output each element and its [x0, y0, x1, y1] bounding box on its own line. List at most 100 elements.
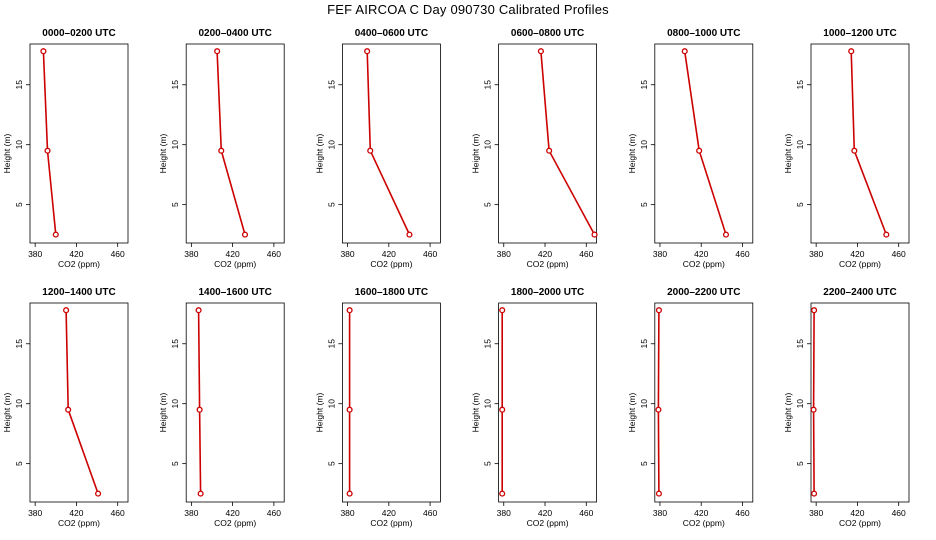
- y-tick-label: 5: [14, 461, 24, 466]
- data-point: [810, 406, 817, 413]
- x-axis-label: CO2 (ppm): [214, 259, 256, 269]
- x-tick-label: 380: [809, 508, 823, 518]
- y-tick-label: 15: [639, 339, 649, 349]
- x-tick-label: 380: [497, 249, 511, 259]
- y-tick-label: 15: [795, 80, 805, 90]
- x-tick-label: 380: [340, 249, 354, 259]
- data-point: [197, 490, 204, 497]
- y-tick-label: 15: [639, 80, 649, 90]
- panel-title: 0600–0800 UTC: [511, 28, 584, 39]
- panel-title: 1200–1400 UTC: [42, 287, 115, 298]
- data-point: [44, 147, 51, 154]
- x-tick-label: 420: [850, 508, 864, 518]
- profile-line: [850, 51, 888, 235]
- profile-line: [540, 51, 596, 235]
- y-tick-label: 5: [483, 202, 493, 207]
- x-axis-label: CO2 (ppm): [370, 518, 412, 528]
- profile-line: [197, 310, 202, 494]
- panel-title: 1800–2000 UTC: [511, 287, 584, 298]
- x-axis-label: CO2 (ppm): [527, 518, 569, 528]
- y-axis-label: Height (m): [783, 134, 793, 174]
- y-axis-label: Height (m): [2, 134, 12, 174]
- y-tick-label: 10: [170, 140, 180, 150]
- y-tick-label: 10: [639, 399, 649, 409]
- data-point: [499, 490, 506, 497]
- y-tick-label: 5: [326, 202, 336, 207]
- x-tick-label: 420: [69, 508, 83, 518]
- data-point: [195, 307, 202, 314]
- x-axis-label: CO2 (ppm): [58, 259, 100, 269]
- panel-3: 0400–0600 UTC 380 420 460 CO2 (ppm) 5 10 15 Heig…: [314, 28, 441, 269]
- data-point: [364, 48, 371, 55]
- data-point: [722, 231, 730, 238]
- y-axis-label: Height (m): [471, 393, 481, 433]
- x-axis-label: CO2 (ppm): [839, 259, 881, 269]
- y-tick-label: 15: [170, 339, 180, 349]
- plot-frame: [29, 43, 129, 244]
- x-tick-label: 460: [111, 249, 125, 259]
- data-point: [95, 490, 102, 497]
- panel-title: 0000–0200 UTC: [42, 28, 115, 39]
- plot-frame: [654, 302, 754, 503]
- y-tick-label: 5: [14, 202, 24, 207]
- profile-line: [657, 310, 660, 494]
- y-axis-label: Height (m): [2, 393, 12, 433]
- y-axis-label: Height (m): [158, 134, 168, 174]
- y-tick-label: 15: [170, 80, 180, 90]
- panel-12: 2200–2400 UTC 380 420 460 CO2 (ppm) 5 10 15 Heig…: [783, 287, 910, 528]
- plot-frame: [185, 43, 285, 244]
- x-axis-label: CO2 (ppm): [58, 518, 100, 528]
- panel-9: 1600–1800 UTC 380 420 460 CO2 (ppm) 5 10 15 Heig…: [314, 287, 441, 528]
- x-tick-label: 460: [892, 508, 906, 518]
- x-tick-label: 460: [892, 249, 906, 259]
- data-point: [196, 406, 203, 413]
- data-point: [214, 48, 221, 55]
- y-tick-label: 10: [170, 399, 180, 409]
- plot-frame: [498, 302, 598, 503]
- x-tick-label: 380: [340, 508, 354, 518]
- panel-title: 2200–2400 UTC: [823, 287, 896, 298]
- y-tick-label: 5: [795, 461, 805, 466]
- page-title: FEF AIRCOA C Day 090730 Calibrated Profi…: [327, 2, 609, 17]
- panel-5: 0800–1000 UTC 380 420 460 CO2 (ppm) 5 10 15 Heig…: [627, 28, 754, 269]
- x-tick-label: 460: [735, 508, 749, 518]
- y-tick-label: 10: [326, 399, 336, 409]
- y-tick-label: 5: [483, 461, 493, 466]
- y-tick-label: 15: [326, 80, 336, 90]
- plot-frame: [341, 302, 441, 503]
- panel-4: 0600–0800 UTC 380 420 460 CO2 (ppm) 5 10 15 Heig…: [471, 28, 598, 269]
- panel-8: 1400–1600 UTC 380 420 460 CO2 (ppm) 5 10 15 Heig…: [158, 287, 285, 528]
- data-point: [499, 406, 506, 413]
- y-tick-label: 15: [14, 339, 24, 349]
- data-point: [346, 406, 353, 413]
- x-tick-label: 380: [28, 508, 42, 518]
- x-tick-label: 380: [497, 508, 511, 518]
- data-point: [546, 147, 553, 154]
- data-point: [811, 307, 818, 314]
- x-tick-label: 460: [423, 508, 437, 518]
- plot-frame: [810, 43, 910, 244]
- x-tick-label: 460: [423, 249, 437, 259]
- panel-title: 1600–1800 UTC: [355, 287, 428, 298]
- y-tick-label: 15: [483, 339, 493, 349]
- data-point: [499, 307, 506, 314]
- data-point: [681, 48, 688, 55]
- y-tick-label: 5: [639, 202, 649, 207]
- y-tick-label: 5: [326, 461, 336, 466]
- y-axis-label: Height (m): [471, 134, 481, 174]
- panel-11: 2000–2200 UTC 380 420 460 CO2 (ppm) 5 10 15 Heig…: [627, 287, 754, 528]
- data-point: [811, 490, 818, 497]
- x-tick-label: 380: [653, 249, 667, 259]
- panel-title: 0800–1000 UTC: [667, 28, 740, 39]
- x-axis-label: CO2 (ppm): [683, 518, 725, 528]
- y-tick-label: 10: [795, 140, 805, 150]
- data-point: [883, 231, 890, 238]
- plot-frame: [341, 43, 441, 244]
- y-tick-label: 15: [14, 80, 24, 90]
- y-tick-label: 10: [795, 399, 805, 409]
- profile-line: [812, 310, 815, 494]
- data-point: [655, 406, 662, 413]
- y-tick-label: 5: [170, 461, 180, 466]
- y-axis-label: Height (m): [783, 393, 793, 433]
